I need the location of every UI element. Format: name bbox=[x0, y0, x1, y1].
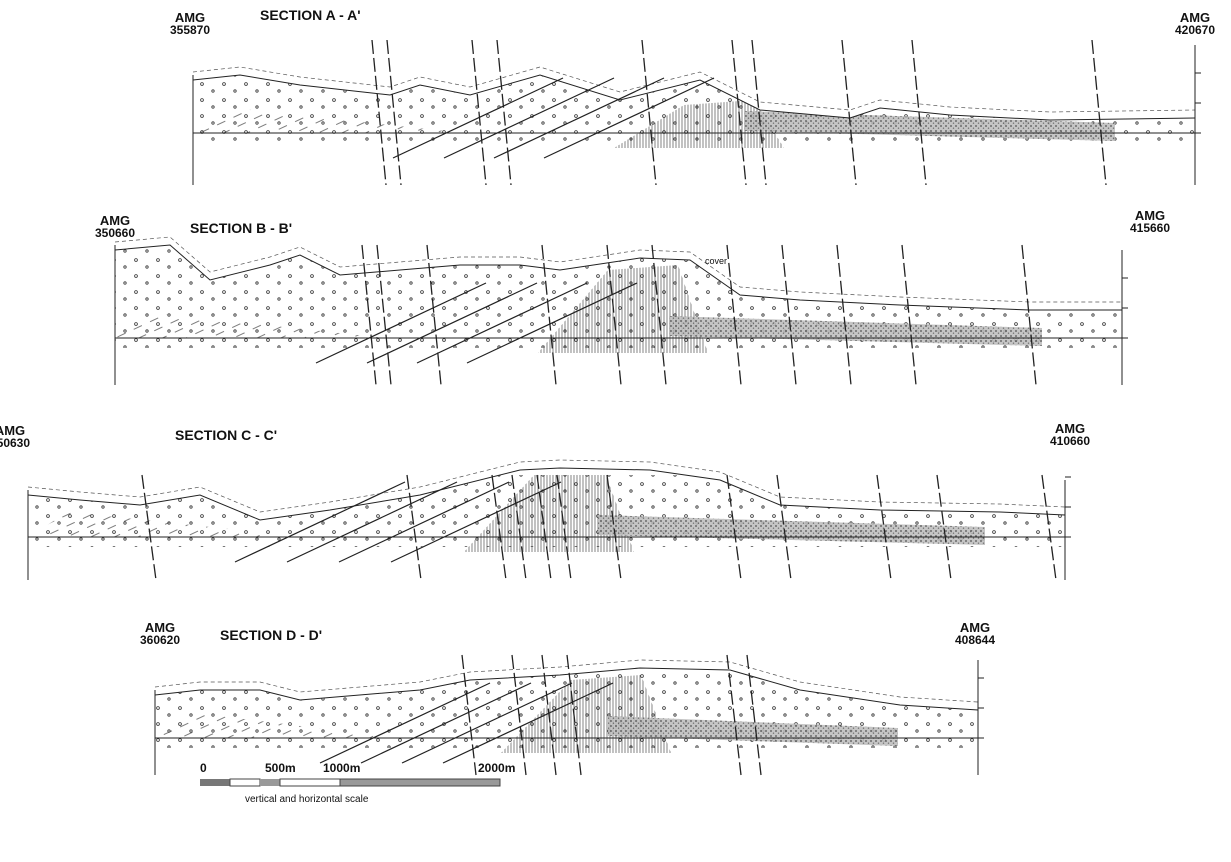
amg-code: 410660 bbox=[1050, 434, 1090, 448]
amg-code: 355870 bbox=[170, 23, 210, 37]
note: cover bbox=[705, 256, 727, 266]
amg-code: 350630 bbox=[0, 436, 30, 450]
scale-caption: vertical and horizontal scale bbox=[245, 794, 369, 805]
scale-segment bbox=[340, 779, 500, 786]
cross-sections: 0 500m 1000m 2000m vertical and horizont… bbox=[0, 0, 1231, 857]
scale-segment bbox=[260, 779, 280, 786]
scale-bar: 0 500m 1000m 2000m vertical and horizont… bbox=[200, 761, 515, 805]
section-title: SECTION B - B' bbox=[190, 220, 292, 236]
scale-label: 1000m bbox=[323, 761, 360, 775]
scale-label: 2000m bbox=[478, 761, 515, 775]
section-title: SECTION D - D' bbox=[220, 627, 322, 643]
amg-code: 408644 bbox=[955, 633, 995, 647]
amg-code: 420670 bbox=[1175, 23, 1215, 37]
scale-segment bbox=[200, 779, 230, 786]
scale-segment bbox=[280, 779, 340, 786]
section-title: SECTION A - A' bbox=[260, 7, 361, 23]
amg-code: 360620 bbox=[140, 633, 180, 647]
page: {"sections": [ {"title": "SECTION A - A'… bbox=[0, 0, 1231, 857]
scale-label: 0 bbox=[200, 761, 207, 775]
scale-label: 500m bbox=[265, 761, 296, 775]
amg-code: 350660 bbox=[95, 226, 135, 240]
section-title: SECTION C - C' bbox=[175, 427, 277, 443]
amg-code: 415660 bbox=[1130, 221, 1170, 235]
scale-segment bbox=[230, 779, 260, 786]
